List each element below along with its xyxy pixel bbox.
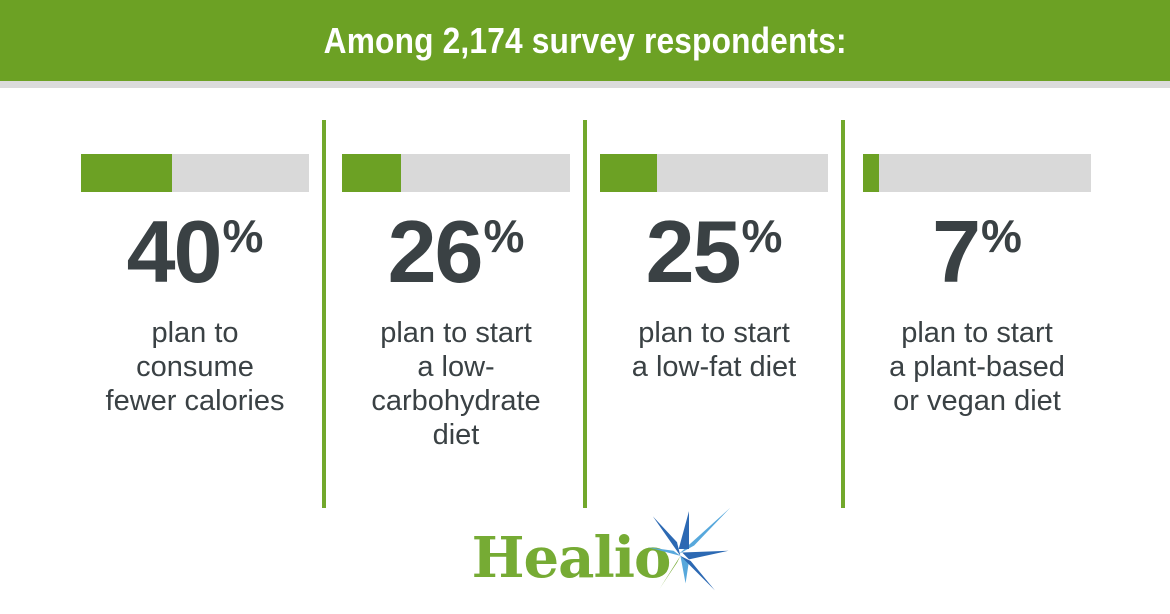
header-banner: Among 2,174 survey respondents: (0, 0, 1170, 81)
progress-bar-track (81, 154, 309, 192)
stat-value: 7% (863, 208, 1091, 296)
healio-logo-text: Healio (471, 525, 672, 591)
progress-bar-fill (342, 154, 402, 192)
progress-bar-track (600, 154, 828, 192)
healio-logo: Healio (472, 507, 731, 591)
percent-sign: % (981, 210, 1022, 262)
starburst-icon (648, 507, 731, 591)
progress-bar-fill (81, 154, 173, 192)
percent-sign: % (222, 210, 264, 262)
stat-description: plan to start a low-fat diet (631, 317, 797, 383)
stat-column-low-carbohydrate: 26% plan to start a low- carbohydrate di… (342, 154, 570, 452)
page-title: Among 2,174 survey respondents: (323, 19, 847, 61)
stat-number: 26 (387, 202, 484, 301)
percent-sign: % (483, 210, 525, 262)
column-divider-2 (583, 120, 587, 508)
column-divider-1 (322, 120, 326, 508)
header-divider-strip (0, 81, 1170, 88)
stat-value: 40% (81, 208, 309, 296)
stat-column-fewer-calories: 40% plan to consume fewer calories (81, 154, 309, 418)
stat-description: plan to consume fewer calories (105, 317, 285, 417)
stat-column-low-fat: 25% plan to start a low-fat diet (600, 154, 828, 384)
progress-bar-fill (863, 154, 879, 192)
stat-description: plan to start a plant-based or vegan die… (889, 317, 1065, 417)
footer: Healio (0, 507, 1170, 591)
percent-sign: % (741, 210, 783, 262)
stat-number: 25 (645, 202, 742, 301)
progress-bar-track (342, 154, 570, 192)
stat-number: 7 (932, 202, 981, 301)
stat-value: 26% (342, 208, 570, 296)
stat-description: plan to start a low- carbohydrate diet (371, 317, 541, 451)
progress-bar-track (863, 154, 1091, 192)
column-divider-3 (841, 120, 845, 508)
stat-value: 25% (600, 208, 828, 296)
stat-column-plant-based: 7% plan to start a plant-based or vegan … (863, 154, 1091, 418)
progress-bar-fill (600, 154, 657, 192)
stat-number: 40 (126, 202, 223, 301)
